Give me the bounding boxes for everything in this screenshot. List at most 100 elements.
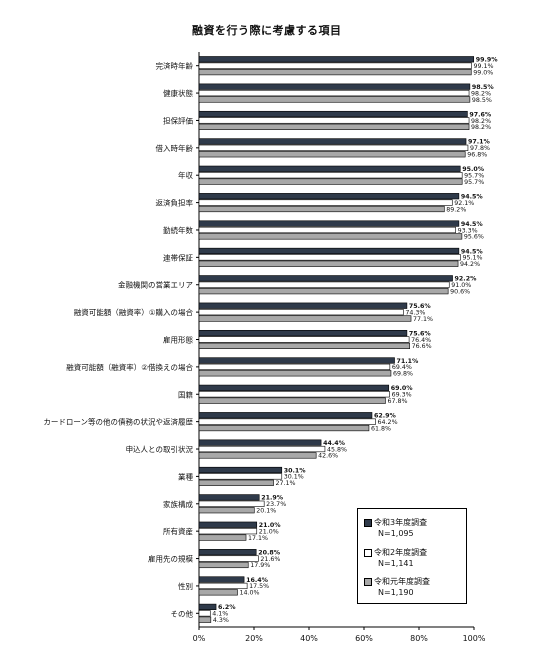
- data-label: 21.9%: [261, 495, 284, 502]
- legend-item-r1: 令和元年度調査 N=1,190: [364, 576, 430, 597]
- category-label: 健康状態: [163, 88, 193, 98]
- legend-label-r2: 令和2年度調査: [374, 548, 428, 557]
- category-label: 年収: [178, 170, 193, 180]
- category-label: 家族構成: [163, 499, 193, 509]
- chart-title: 融資を行う際に考慮する項目: [192, 24, 342, 37]
- bar-2: [198, 117, 470, 124]
- legend-label-r3: 令和3年度調査: [374, 518, 428, 527]
- legend-n-r1: N=1,190: [378, 588, 414, 597]
- bar-1: [198, 165, 461, 172]
- data-label: 6.2%: [218, 604, 236, 611]
- data-label: 64.2%: [378, 419, 398, 426]
- bar-2: [198, 254, 461, 261]
- data-label: 21.0%: [259, 528, 279, 535]
- data-label: 30.1%: [284, 467, 307, 474]
- bar-2: [198, 226, 456, 234]
- data-label: 98.5%: [472, 84, 495, 91]
- legend-label-r1: 令和元年度調査: [374, 577, 430, 586]
- bar-3: [198, 534, 247, 541]
- bar-2: [198, 144, 469, 151]
- data-label: 4.1%: [212, 611, 228, 618]
- data-label: 94.5%: [461, 221, 484, 228]
- x-tick-label: 80%: [410, 634, 428, 643]
- bar-1: [198, 576, 245, 583]
- bar-1: [198, 494, 260, 501]
- data-label: 14.0%: [240, 590, 260, 597]
- category-label: 完済時年齢: [156, 61, 194, 71]
- bar-2: [198, 610, 211, 617]
- data-label: 76.6%: [412, 343, 432, 350]
- legend-swatch-r3: [364, 518, 372, 527]
- data-label: 17.5%: [249, 583, 269, 590]
- x-tick-label: 60%: [355, 634, 373, 643]
- category-label: 勤続年数: [163, 225, 193, 235]
- bar-1: [198, 193, 460, 200]
- bar-1: [198, 83, 471, 90]
- data-label: 67.8%: [387, 398, 407, 405]
- legend-item-r2: 令和2年度調査 N=1,141: [364, 547, 427, 568]
- bar-2: [198, 281, 450, 288]
- bar-1: [198, 110, 468, 118]
- data-label: 61.8%: [371, 425, 391, 432]
- data-label: 21.0%: [259, 522, 282, 529]
- bar-3: [198, 370, 392, 377]
- data-label: 95.1%: [463, 255, 483, 262]
- bar-3: [198, 397, 386, 404]
- category-label: 所有資産: [163, 526, 193, 536]
- bar-3: [198, 315, 412, 322]
- bar-1: [198, 138, 467, 145]
- bar-1: [198, 412, 373, 419]
- bar-2: [198, 336, 410, 343]
- data-label: 62.9%: [374, 413, 397, 420]
- data-label: 45.8%: [327, 446, 347, 453]
- bar-1: [198, 302, 408, 309]
- data-label: 75.6%: [409, 330, 432, 337]
- data-label: 69.3%: [392, 392, 412, 399]
- bar-3: [198, 452, 317, 459]
- bar-2: [198, 199, 453, 206]
- data-label: 95.6%: [464, 234, 484, 241]
- bar-3: [198, 123, 470, 130]
- x-tick-label: 0%: [193, 634, 206, 643]
- x-tick-label: 100%: [463, 634, 486, 643]
- bar-3: [198, 424, 370, 432]
- data-label: 92.2%: [455, 276, 478, 283]
- data-label: 69.8%: [393, 371, 413, 378]
- bar-2: [198, 89, 470, 97]
- category-label: 雇用形態: [163, 335, 193, 345]
- data-label: 69.0%: [391, 385, 414, 392]
- category-label: 返済負担率: [156, 198, 194, 208]
- category-label: その他: [171, 608, 194, 618]
- bar-1: [198, 603, 217, 611]
- bar-1: [198, 357, 395, 364]
- bar-3: [198, 561, 249, 569]
- data-label: 30.1%: [284, 474, 304, 481]
- bar-3: [198, 616, 212, 623]
- data-label: 91.0%: [451, 282, 471, 289]
- bar-2: [198, 62, 472, 69]
- data-label: 97.6%: [469, 111, 492, 118]
- bar-3: [198, 233, 463, 240]
- category-label: 国籍: [178, 389, 193, 399]
- bar-3: [198, 479, 274, 486]
- data-label: 17.1%: [248, 535, 268, 542]
- data-label: 71.1%: [397, 358, 420, 365]
- x-tick-label: 40%: [300, 634, 318, 643]
- bar-2: [198, 582, 248, 590]
- data-label: 94.5%: [461, 248, 484, 255]
- data-label: 4.3%: [213, 617, 229, 624]
- data-label: 76.4%: [411, 337, 431, 344]
- data-label: 23.7%: [266, 501, 286, 508]
- bar-1: [198, 247, 460, 255]
- bar-3: [198, 507, 255, 514]
- data-label: 98.2%: [471, 118, 491, 125]
- category-label: 融資可能額（融資率）①購入の場合: [74, 307, 194, 317]
- data-label: 42.6%: [318, 453, 338, 460]
- bar-1: [198, 521, 258, 528]
- data-label: 97.8%: [470, 145, 490, 152]
- data-label: 98.2%: [471, 124, 491, 131]
- bar-3: [198, 342, 410, 350]
- data-label: 20.8%: [258, 549, 281, 556]
- data-label: 94.2%: [460, 261, 480, 268]
